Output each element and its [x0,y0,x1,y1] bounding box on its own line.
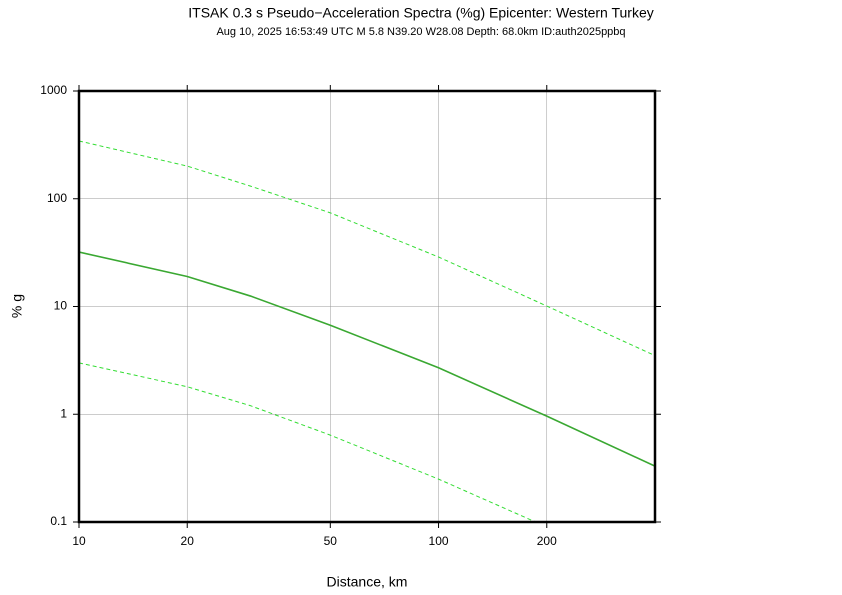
x-tick-label: 10 [72,534,86,548]
line-series [79,362,537,522]
x-tick-label: 100 [429,534,449,548]
y-tick-label: 100 [47,191,67,205]
x-tick-label: 200 [537,534,557,548]
line-series [79,251,655,467]
x-tick-label: 50 [324,534,338,548]
chart-title: ITSAK 0.3 s Pseudo−Acceleration Spectra … [188,5,653,21]
y-tick-label: 0.1 [50,514,67,528]
y-axis-label: % g [9,294,25,318]
plot-area [79,140,655,522]
plot-frame [77,89,657,524]
y-tick-label: 1 [60,406,67,420]
x-axis-label: Distance, km [327,574,408,590]
y-tick-label: 10 [54,299,68,313]
y-tick-label: 1000 [40,83,67,97]
x-tick-label: 20 [181,534,195,548]
line-series [79,140,655,357]
chart-subtitle: Aug 10, 2025 16:53:49 UTC M 5.8 N39.20 W… [216,26,625,38]
